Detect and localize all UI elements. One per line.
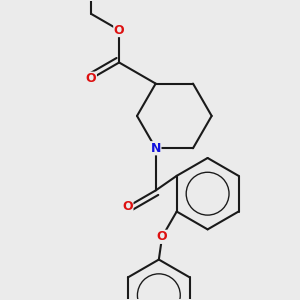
Text: O: O bbox=[114, 23, 124, 37]
Text: N: N bbox=[151, 142, 161, 155]
Text: O: O bbox=[157, 230, 167, 243]
Text: O: O bbox=[122, 200, 133, 213]
Text: O: O bbox=[86, 72, 96, 85]
